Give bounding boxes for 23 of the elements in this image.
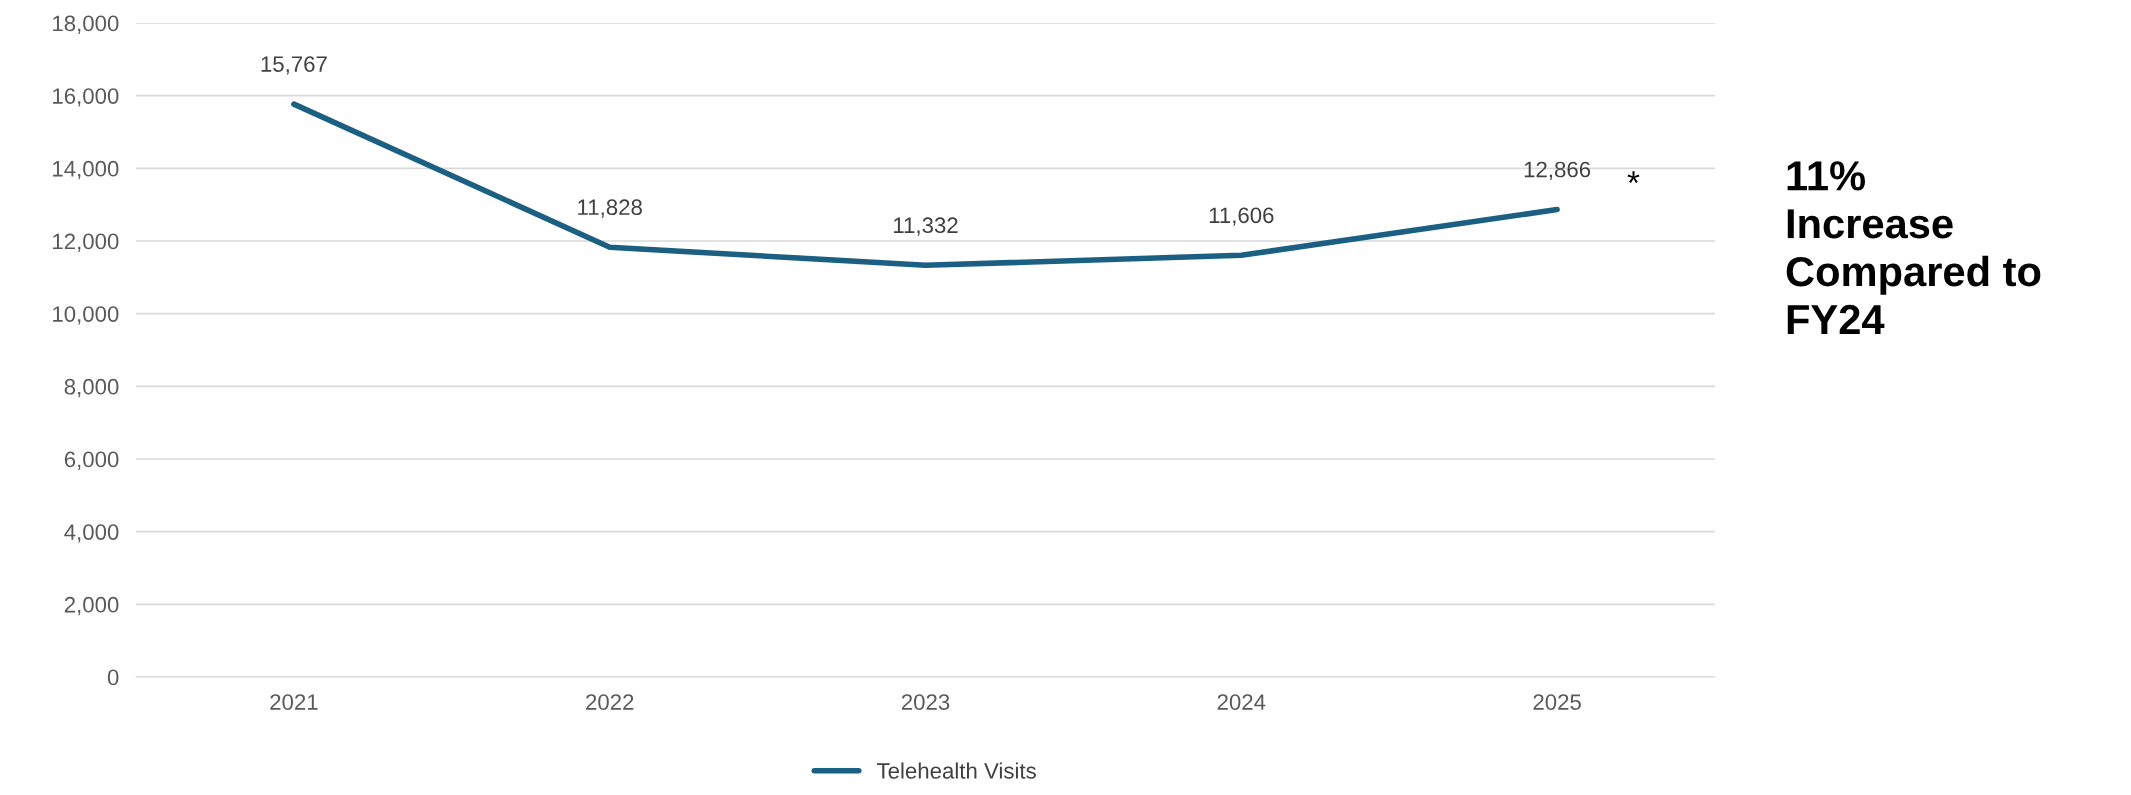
- x-tick-label: 2025: [1533, 694, 1581, 710]
- x-tick-label: 2022: [586, 694, 634, 710]
- x-tick-label: 2024: [1217, 694, 1266, 710]
- y-tick-label: 8,000: [64, 378, 119, 398]
- annotation: *: [1627, 171, 1640, 184]
- data-label: 11,332: [894, 217, 958, 236]
- y-tick-label: 4,000: [64, 524, 119, 543]
- y-tick-label: 12,000: [53, 233, 119, 252]
- y-tick-label: 16,000: [53, 88, 119, 107]
- data-label: 15,767: [261, 56, 327, 75]
- y-tick-label: 18,000: [53, 15, 119, 34]
- data-label: 11,606: [1209, 207, 1274, 226]
- y-tick-label: 0: [107, 669, 119, 686]
- legend-label: Telehealth Visits: [877, 762, 1036, 779]
- x-tick-label: 2021: [270, 694, 318, 710]
- y-tick-label: 14,000: [53, 160, 119, 180]
- y-tick-label: 6,000: [64, 451, 119, 470]
- x-tick-label: 2023: [901, 694, 950, 710]
- data-label: 12,866: [1524, 161, 1591, 180]
- text: 11% Increase Compared to FY24: [1786, 161, 2041, 334]
- y-tick-label: 10,000: [53, 306, 119, 325]
- y-tick-label: 2,000: [64, 596, 119, 616]
- data-label: 11,828: [578, 199, 642, 218]
